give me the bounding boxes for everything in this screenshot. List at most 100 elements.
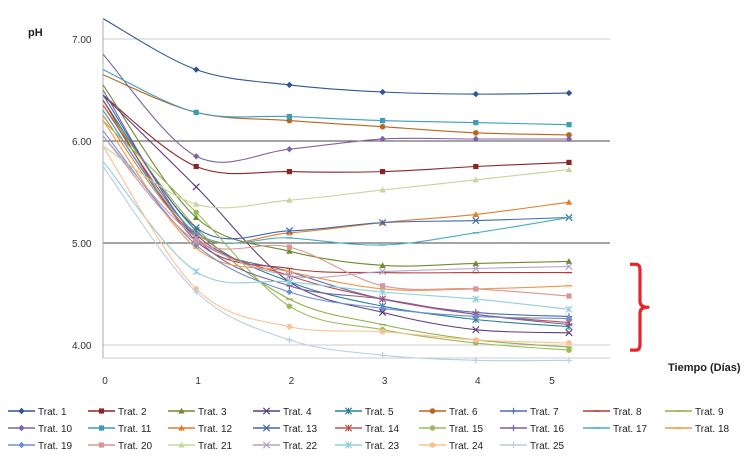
data-point (472, 216, 480, 225)
series-17 (102, 110, 573, 246)
legend-label: Trat. 6 (449, 407, 478, 418)
series-4 (102, 94, 573, 337)
series-line (102, 69, 570, 126)
legend-label: Trat. 11 (118, 424, 152, 435)
legend-label: Trat. 8 (613, 407, 642, 418)
data-point (379, 186, 386, 193)
series-10 (102, 53, 573, 163)
series-21 (102, 145, 573, 209)
data-point (472, 357, 479, 364)
legend-item: Trat. 12 (168, 424, 233, 435)
data-point (472, 176, 479, 183)
data-point (472, 90, 479, 98)
legend-label: Trat. 12 (198, 424, 233, 435)
series-line (102, 166, 570, 362)
data-point (473, 130, 479, 136)
legend-item: Trat. 3 (168, 407, 227, 418)
legend-item: Trat. 6 (419, 407, 478, 418)
data-point (472, 264, 480, 273)
legend-marker (429, 408, 436, 414)
legend-label: Trat. 7 (530, 407, 559, 418)
data-point (379, 305, 386, 312)
data-point (193, 209, 199, 216)
legend-marker (98, 425, 105, 431)
legend-item: Trat. 22 (253, 441, 318, 452)
data-point (379, 352, 386, 359)
x-tick-label: 0 (102, 376, 108, 387)
grid-layer (102, 20, 610, 359)
legend-label: Trat. 23 (365, 441, 400, 452)
data-point (565, 135, 573, 143)
legend-marker (178, 441, 185, 448)
data-point (566, 293, 572, 299)
series-line (102, 120, 570, 351)
series-line (102, 110, 570, 246)
data-point (285, 227, 294, 235)
series-11 (102, 69, 572, 128)
legend-item: Trat. 18 (665, 424, 730, 435)
data-point (286, 323, 293, 330)
legend-marker (262, 424, 271, 432)
legend-marker (178, 424, 185, 431)
data-point (472, 313, 479, 320)
legend-item: Trat. 7 (500, 407, 559, 418)
data-point (380, 283, 386, 289)
legend-item: Trat. 23 (335, 441, 400, 452)
data-point (285, 272, 294, 280)
data-point (286, 288, 293, 296)
data-point (378, 308, 387, 316)
legend-label: Trat. 3 (198, 407, 227, 418)
x-tick-label: 1 (195, 376, 201, 387)
data-point (566, 122, 572, 128)
data-point (286, 229, 293, 236)
legend-marker (98, 408, 105, 414)
legend-label: Trat. 5 (365, 407, 394, 418)
data-point (565, 321, 573, 328)
series-line (102, 94, 570, 175)
series-line (102, 161, 570, 310)
series-line (102, 84, 570, 267)
data-point (286, 113, 292, 120)
data-point (193, 109, 199, 116)
data-point (472, 211, 479, 217)
data-point (378, 267, 387, 276)
y-tick-label: 7.00 (72, 35, 92, 46)
data-point (565, 166, 573, 173)
x-tick-label: 5 (549, 376, 555, 387)
legend-item: Trat. 25 (500, 441, 565, 452)
data-point (472, 326, 480, 334)
series-line (102, 94, 570, 240)
x-tick-label: 2 (289, 376, 295, 387)
data-point (379, 288, 387, 296)
data-point (193, 153, 200, 160)
legend-item: Trat. 24 (419, 441, 484, 452)
annotation-layer (630, 262, 650, 352)
data-point (379, 295, 386, 303)
series-13 (102, 94, 573, 240)
series-line (102, 130, 570, 320)
data-point (192, 234, 200, 242)
legend-item: Trat. 9 (665, 407, 724, 418)
legend-label: Trat. 21 (198, 441, 233, 452)
y-tick-label: 5.00 (72, 239, 92, 250)
data-point (565, 329, 573, 337)
data-point (565, 315, 573, 322)
data-point (565, 199, 573, 205)
legend-label: Trat. 24 (449, 441, 484, 452)
series-18 (102, 120, 573, 291)
legend-label: Trat. 10 (38, 424, 73, 435)
legend-marker (262, 441, 271, 449)
data-point (379, 262, 386, 268)
legend-item: Trat. 16 (500, 424, 565, 435)
y-tick-label: 6.00 (72, 137, 92, 148)
data-point (286, 303, 293, 310)
data-point (379, 123, 386, 130)
series-line (102, 145, 570, 209)
legend-marker (262, 407, 271, 415)
data-point (565, 305, 573, 313)
series-line (102, 53, 569, 163)
data-point (473, 163, 479, 170)
series-8 (102, 99, 573, 274)
legend-marker (344, 441, 353, 449)
